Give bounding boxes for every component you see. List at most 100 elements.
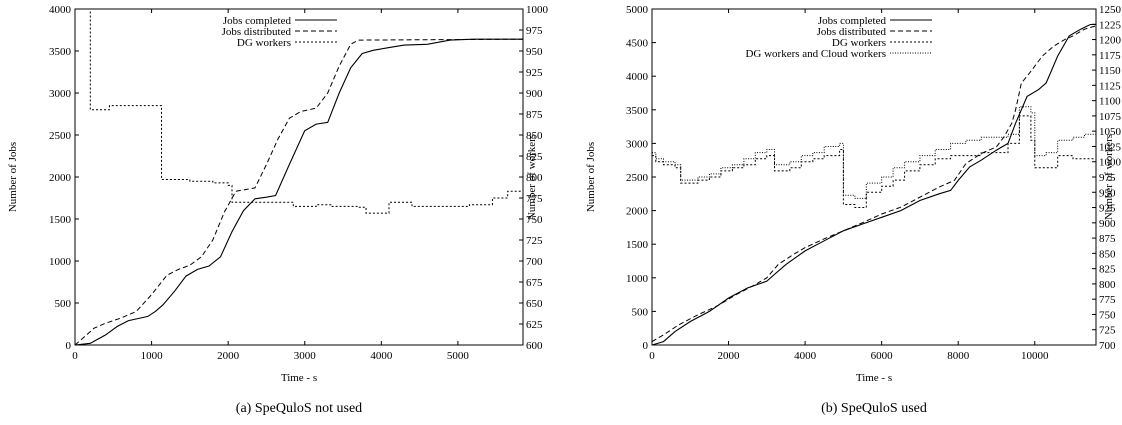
chart-b-y2-tick-label: 1125 (1099, 80, 1121, 92)
chart-b-y2-tick-label: 725 (1099, 325, 1116, 337)
chart-b-y2-tick-label: 1150 (1099, 65, 1121, 77)
chart-a-y2-tick-label: 950 (526, 46, 543, 58)
chart-a-y-tick-label: 3000 (49, 88, 72, 100)
chart-a-y-axis-label: Number of Jobs (7, 142, 19, 212)
chart-a-series-jobs-distributed (74, 38, 524, 346)
chart-a-y-tick-label: 2000 (49, 172, 72, 184)
chart-b-y2-tick-label: 1000 (1099, 157, 1122, 169)
chart-b-y2-tick-label: 775 (1099, 294, 1116, 306)
chart-b-y2-tick-label: 1075 (1099, 111, 1122, 123)
chart-a-y2-axis-label: Number of workers (526, 134, 538, 220)
chart-b-y2-tick-label: 1225 (1099, 19, 1122, 31)
chart-a-axes: 0 1000 2000 3000 4000 5000 0 500 1000 1500 2000 250… (49, 4, 549, 362)
chart-b-y-tick-label: 5000 (626, 4, 649, 16)
chart-a: 0 1000 2000 3000 4000 5000 0 500 1000 1500 2000 250… (7, 4, 549, 416)
chart-a-y2-tick-label: 700 (526, 256, 543, 268)
chart-b-axes: 0 2000 4000 6000 8000 10000 0 500 1000 1500 2000 25… (626, 4, 1122, 362)
chart-b-y-tick-label: 2500 (626, 172, 649, 184)
chart-b-y2-tick-label: 850 (1099, 248, 1116, 260)
chart-b-y2-tick-label: 1175 (1099, 50, 1121, 62)
chart-a-x-tick-label: 4000 (370, 350, 393, 362)
chart-b-y2-tick-label: 750 (1099, 309, 1116, 321)
chart-a-y-tick-label: 1500 (49, 214, 72, 226)
chart-b-y2-tick-label: 700 (1099, 340, 1116, 352)
chart-b-y2-tick-label: 975 (1099, 172, 1116, 184)
chart-b-series (651, 23, 1097, 346)
chart-b-legend-label: Jobs distributed (817, 26, 887, 38)
chart-b-y2-tick-label: 875 (1099, 233, 1116, 245)
chart-b-series-jobs-distributed (651, 25, 1097, 343)
chart-b-x-tick-label: 0 (649, 350, 655, 362)
chart-a-x-tick-label: 5000 (447, 350, 470, 362)
chart-a-x-tick-label: 0 (72, 350, 78, 362)
chart-b-y2-tick-label: 925 (1099, 203, 1116, 215)
chart-a-y2-tick-label: 800 (526, 172, 543, 184)
chart-b-caption: (b) SpeQuloS used (821, 401, 927, 416)
chart-a-y2-tick-label: 775 (526, 193, 543, 205)
chart-a-x-tick-label: 3000 (294, 350, 317, 362)
chart-b-y2-tick-label: 1025 (1099, 141, 1122, 153)
chart-b-series-dg-workers-and-cloud-workers (652, 106, 1096, 199)
chart-a-y2-tick-label: 825 (526, 151, 543, 163)
chart-a-x-axis-label: Time - s (281, 372, 317, 384)
chart-a-x-tick-label: 2000 (217, 350, 240, 362)
chart-a-y2-tick-label: 875 (526, 109, 543, 121)
chart-b-x-tick-label: 6000 (871, 350, 894, 362)
chart-a-y-tick-label: 0 (66, 340, 72, 352)
chart-a-y2-tick-label: 925 (526, 67, 543, 79)
chart-b-y2-tick-label: 825 (1099, 264, 1116, 276)
chart-a-y-tick-label: 2500 (49, 130, 72, 142)
chart-b-x-axis-label: Time - s (856, 372, 892, 384)
chart-a-y2-tick-label: 650 (526, 298, 543, 310)
chart-a-legend-label: Jobs distributed (222, 26, 292, 38)
chart-a-y2-tick-label: 900 (526, 88, 543, 100)
chart-b-x-tick-label: 8000 (947, 350, 970, 362)
chart-b-x-tick-label: 4000 (794, 350, 817, 362)
chart-b-y-tick-label: 1000 (626, 273, 649, 285)
chart-a-y2-tick-label: 975 (526, 25, 543, 37)
chart-b-y-tick-label: 4500 (626, 38, 649, 50)
chart-a-y-tick-label: 4000 (49, 4, 72, 16)
chart-a-series-jobs-completed (74, 38, 523, 346)
chart-b-y-tick-label: 1500 (626, 239, 649, 251)
chart-a-y-tick-label: 1000 (49, 256, 72, 268)
chart-b-y-tick-label: 500 (632, 306, 649, 318)
chart-b-y2-tick-label: 800 (1099, 279, 1116, 291)
chart-a-y2-tick-label: 600 (526, 340, 543, 352)
chart-b-y2-tick-label: 1100 (1099, 96, 1121, 108)
chart-a-y2-tick-label: 675 (526, 277, 543, 289)
chart-b-y2-tick-label: 1250 (1099, 4, 1122, 16)
chart-b-x-tick-label: 10000 (1021, 350, 1049, 362)
chart-b-series-jobs-completed (651, 23, 1096, 346)
chart-b-y2-tick-label: 1050 (1099, 126, 1122, 138)
chart-b-y-tick-label: 0 (643, 340, 649, 352)
chart-b-legend-label: DG workers and Cloud workers (745, 48, 886, 60)
chart-b: 0 2000 4000 6000 8000 10000 0 500 1000 1500 2000 25… (585, 4, 1122, 416)
chart-a-y2-tick-label: 750 (526, 214, 543, 226)
chart-a-plot-frame (74, 8, 524, 346)
chart-a-series (74, 8, 524, 346)
chart-b-y-tick-label: 3500 (626, 105, 649, 117)
chart-b-legend-label: Jobs completed (818, 15, 887, 27)
chart-b-y2-tick-label: 950 (1099, 187, 1116, 199)
chart-b-y-tick-label: 4000 (626, 71, 649, 83)
chart-b-plot-frame (651, 8, 1097, 346)
chart-b-y2-tick-label: 1200 (1099, 35, 1122, 47)
chart-b-y-axis-label: Number of Jobs (585, 142, 597, 212)
chart-a-y-tick-label: 3500 (49, 46, 72, 58)
chart-a-caption: (a) SpeQuloS not used (236, 401, 362, 416)
chart-a-x-tick-label: 1000 (141, 350, 164, 362)
chart-b-y2-axis-label: Number of workers (1103, 134, 1115, 220)
chart-b-y-tick-label: 2000 (626, 206, 649, 218)
chart-b-y2-tick-label: 900 (1099, 218, 1116, 230)
chart-a-legend-label: DG workers (237, 37, 291, 49)
chart-a-y-tick-label: 500 (55, 298, 72, 310)
chart-a-y2-tick-label: 725 (526, 235, 543, 247)
chart-a-legend-label: Jobs completed (223, 15, 292, 27)
chart-a-y2-tick-label: 625 (526, 319, 543, 331)
chart-b-x-tick-label: 2000 (718, 350, 741, 362)
chart-b-y-tick-label: 3000 (626, 138, 649, 150)
